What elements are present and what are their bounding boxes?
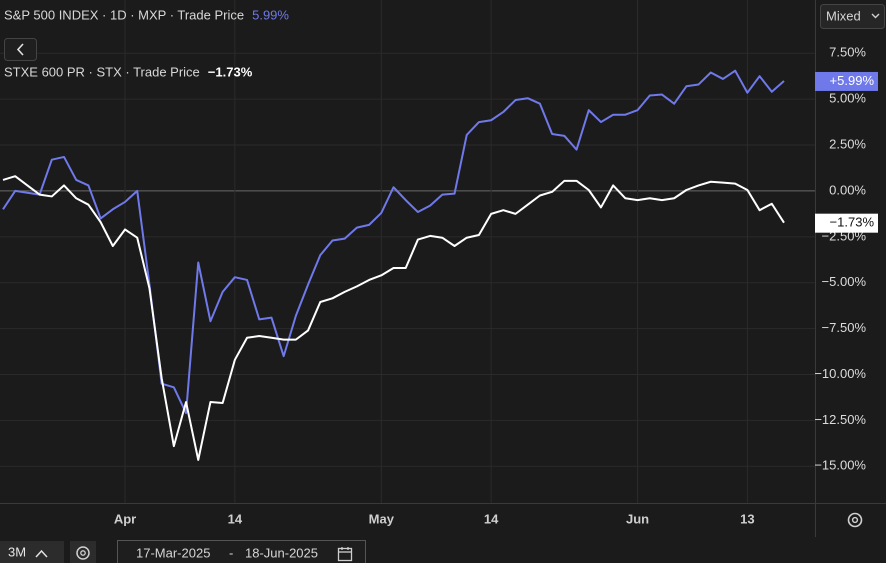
calendar-icon	[337, 547, 353, 562]
x-tick-label: 13	[740, 511, 754, 526]
y-tick-label: 5.00%	[829, 91, 866, 106]
plot-lines	[2, 69, 785, 461]
axis-labels: 7.50%5.00%2.50%0.00%−2.50%−5.00%−7.50%−1…	[114, 45, 878, 526]
back-button[interactable]	[4, 38, 37, 61]
date-from: 17-Mar-2025	[136, 545, 210, 560]
x-tick-label: Apr	[114, 511, 136, 526]
y-tick-label: 2.50%	[829, 136, 866, 151]
series-line	[2, 69, 785, 415]
range-button[interactable]: 3M	[0, 541, 64, 563]
y-tick-label: −5.00%	[822, 274, 867, 289]
scale-mode-dropdown[interactable]: Mixed	[820, 4, 885, 29]
x-tick-label: 14	[484, 511, 499, 526]
legend-value: 5.99%	[252, 7, 289, 22]
range-settings-button[interactable]	[70, 541, 96, 563]
x-tick-label: 14	[228, 511, 243, 526]
last-value-tag	[815, 213, 878, 233]
range-label: 3M	[8, 544, 26, 559]
last-value-tag-label: −1.73%	[830, 215, 875, 230]
y-tick-label: 0.00%	[829, 182, 866, 197]
legend-label: S&P 500 INDEX · 1D · MXP · Trade Price	[4, 7, 244, 22]
legend: S&P 500 INDEX · 1D · MXP · Trade Price 5.…	[4, 7, 289, 79]
series-line	[2, 175, 785, 461]
x-tick-label: May	[369, 511, 395, 526]
y-tick-label: −15.00%	[814, 458, 866, 473]
settings-button[interactable]	[847, 512, 863, 528]
scale-mode-label: Mixed	[826, 8, 861, 23]
y-tick-label: −12.50%	[814, 412, 866, 427]
date-range-picker[interactable]: 17-Mar-2025 - 18-Jun-2025	[117, 540, 366, 563]
last-value-tag-label: +5.99%	[830, 73, 875, 88]
y-tick-label: 7.50%	[829, 45, 866, 60]
date-to: 18-Jun-2025	[245, 545, 318, 560]
y-tick-label: −10.00%	[814, 366, 866, 381]
last-value-tag	[815, 71, 878, 91]
legend-label: STXE 600 PR · STX · Trade Price	[4, 64, 200, 79]
legend-value: −1.73%	[208, 64, 253, 79]
x-tick-label: Jun	[626, 511, 649, 526]
grid	[0, 0, 815, 503]
y-tick-label: −7.50%	[822, 320, 867, 335]
date-separator: -	[229, 545, 233, 560]
